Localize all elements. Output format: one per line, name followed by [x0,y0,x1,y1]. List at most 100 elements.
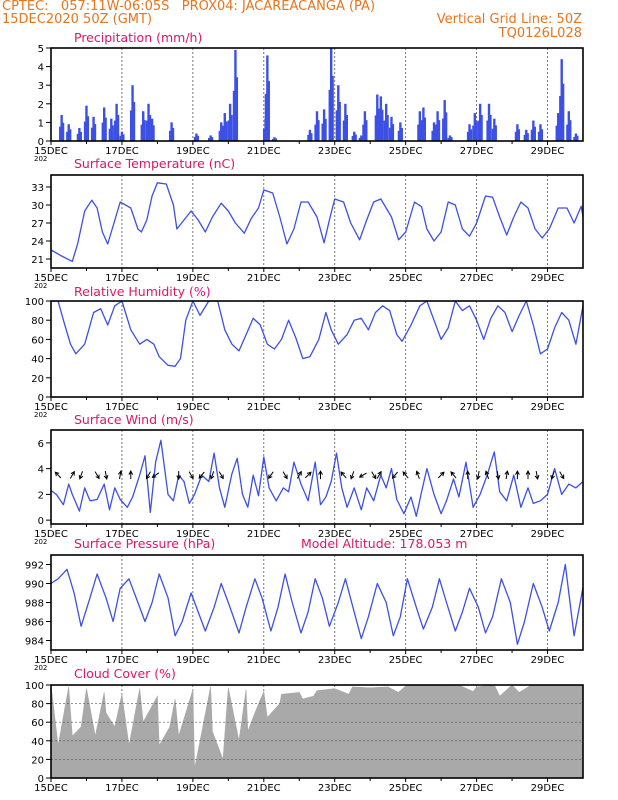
precipitation-bar [422,107,425,141]
wind-arrow [318,470,323,480]
wind-arrow [304,471,312,479]
precipitation-bar [67,124,70,141]
precipitation-bar [418,111,422,141]
x-tick-label: 25DEC [389,402,423,413]
precipitation-bar [487,103,491,141]
precipitation-bar [113,120,117,141]
x-tick-label: 17DEC [105,402,139,413]
x-tick-label: 23DEC [318,783,352,794]
wind-arrow [484,470,490,479]
panel-title: Precipitation (mm/h) [74,30,202,45]
precipitation-bar [131,85,134,141]
precipitation-bar [448,135,452,141]
precipitation-bar [468,124,471,141]
series-line [51,300,584,367]
precipitation-bar [475,121,478,141]
y-tick-label: 0 [38,137,44,148]
precipitation-bar [573,136,576,141]
x-tick-label: 21DEC [247,529,281,540]
y-tick-label: 33 [31,183,44,194]
precipitation-bar [537,131,541,141]
precipitation-bar [478,103,482,141]
precipitation-bar [218,130,222,141]
precipitation-bar [337,85,340,141]
precipitation-bar [152,125,155,141]
precipitation-bar [196,135,200,141]
precipitation-bar [225,121,228,141]
y-tick-label: 40 [31,355,44,366]
precipitation-bar [60,114,63,141]
precipitation-bar [234,49,237,141]
precipitation-bar [431,130,434,141]
wind-arrow [475,471,481,481]
x-tick-label: 25DEC [389,146,423,157]
wind-arrow [296,470,302,479]
precipitation-bar [397,130,401,141]
precipitation-bar [379,96,383,141]
precipitation-bar [132,101,136,141]
precipitation-bar [331,75,334,141]
precipitation-bar [555,125,558,141]
y-tick-label: 2 [38,100,44,111]
x-tick-label: 15DEC [34,146,68,157]
x-tick-label: 17DEC [105,783,139,794]
y-tick-label: 984 [25,637,44,648]
x-tick-label: 21DEC [247,402,281,413]
precipitation-bar [567,111,571,141]
x-axis: 15DEC 17DEC 19DEC 21DEC 23DEC 25DEC 27DEC 29DEC… [34,141,564,163]
plot-frame [50,174,584,269]
precipitation-bar [168,130,172,141]
precipitation-bar [148,114,152,141]
precipitation-bar [517,129,521,141]
precipitation-bar [315,111,319,141]
precipitation-bar [566,124,569,141]
wind-arrow [495,471,501,481]
y-tick-label: 3 [38,81,44,92]
precipitation-bar [363,111,367,141]
panel-title: Cloud Cover (%) [74,666,176,681]
wind-arrow [209,471,215,480]
y-axis: 0 2 4 6 [38,439,51,527]
precipitation-bar [469,129,473,141]
precipitation-bar [314,124,317,141]
precipitation-bar [86,116,90,141]
y-tick-label: 990 [25,580,44,591]
panel-5: 984 986 988 990 992 15DEC 17DEC 19DEC 21DEC 23DEC… [25,536,584,672]
precipitation-bar [400,127,403,141]
precipitation-bar [353,131,356,141]
wind-arrow [198,471,205,479]
x-tick-label: 27DEC [460,529,494,540]
series [50,563,584,645]
y-tick-label: 1 [38,118,44,129]
precipitation-bar [321,123,324,141]
panel-title: Relative Humidity (%) [74,284,211,299]
precipitation-bar [101,122,104,141]
wind-arrow [391,471,398,479]
precipitation-bar [516,124,519,141]
precipitation-bar [444,112,448,141]
plot-area [51,175,583,268]
series [59,48,579,141]
wind-arrow [402,471,409,479]
precipitation-bar [328,89,331,141]
x-tick-label: 29DEC [531,402,565,413]
wind-arrow [340,471,347,479]
x-axis: 15DEC 17DEC 19DEC 21DEC 23DEC 25DEC 27DEC 29DEC… [34,524,564,546]
wind-arrow [145,471,151,480]
precipitation-bar [381,109,384,141]
x-axis: 15DEC 17DEC 19DEC 21DEC 23DEC 25DEC 27DEC 29DEC… [34,268,564,290]
wind-arrow [358,472,367,478]
precipitation-bar [122,134,125,141]
precipitation-bar [111,125,114,141]
wind-arrow [534,471,540,481]
precipitation-bar [274,138,278,141]
wind-arrow [376,470,382,479]
x-year-label: 202 [34,411,47,419]
x-tick-label: 15DEC [34,655,68,666]
y-axis: 984 986 988 990 992 [25,561,51,648]
precipitation-bar [329,48,333,141]
precipitation-bar [525,129,528,141]
precipitation-bar [116,114,120,141]
precipitation-bar [322,109,326,141]
